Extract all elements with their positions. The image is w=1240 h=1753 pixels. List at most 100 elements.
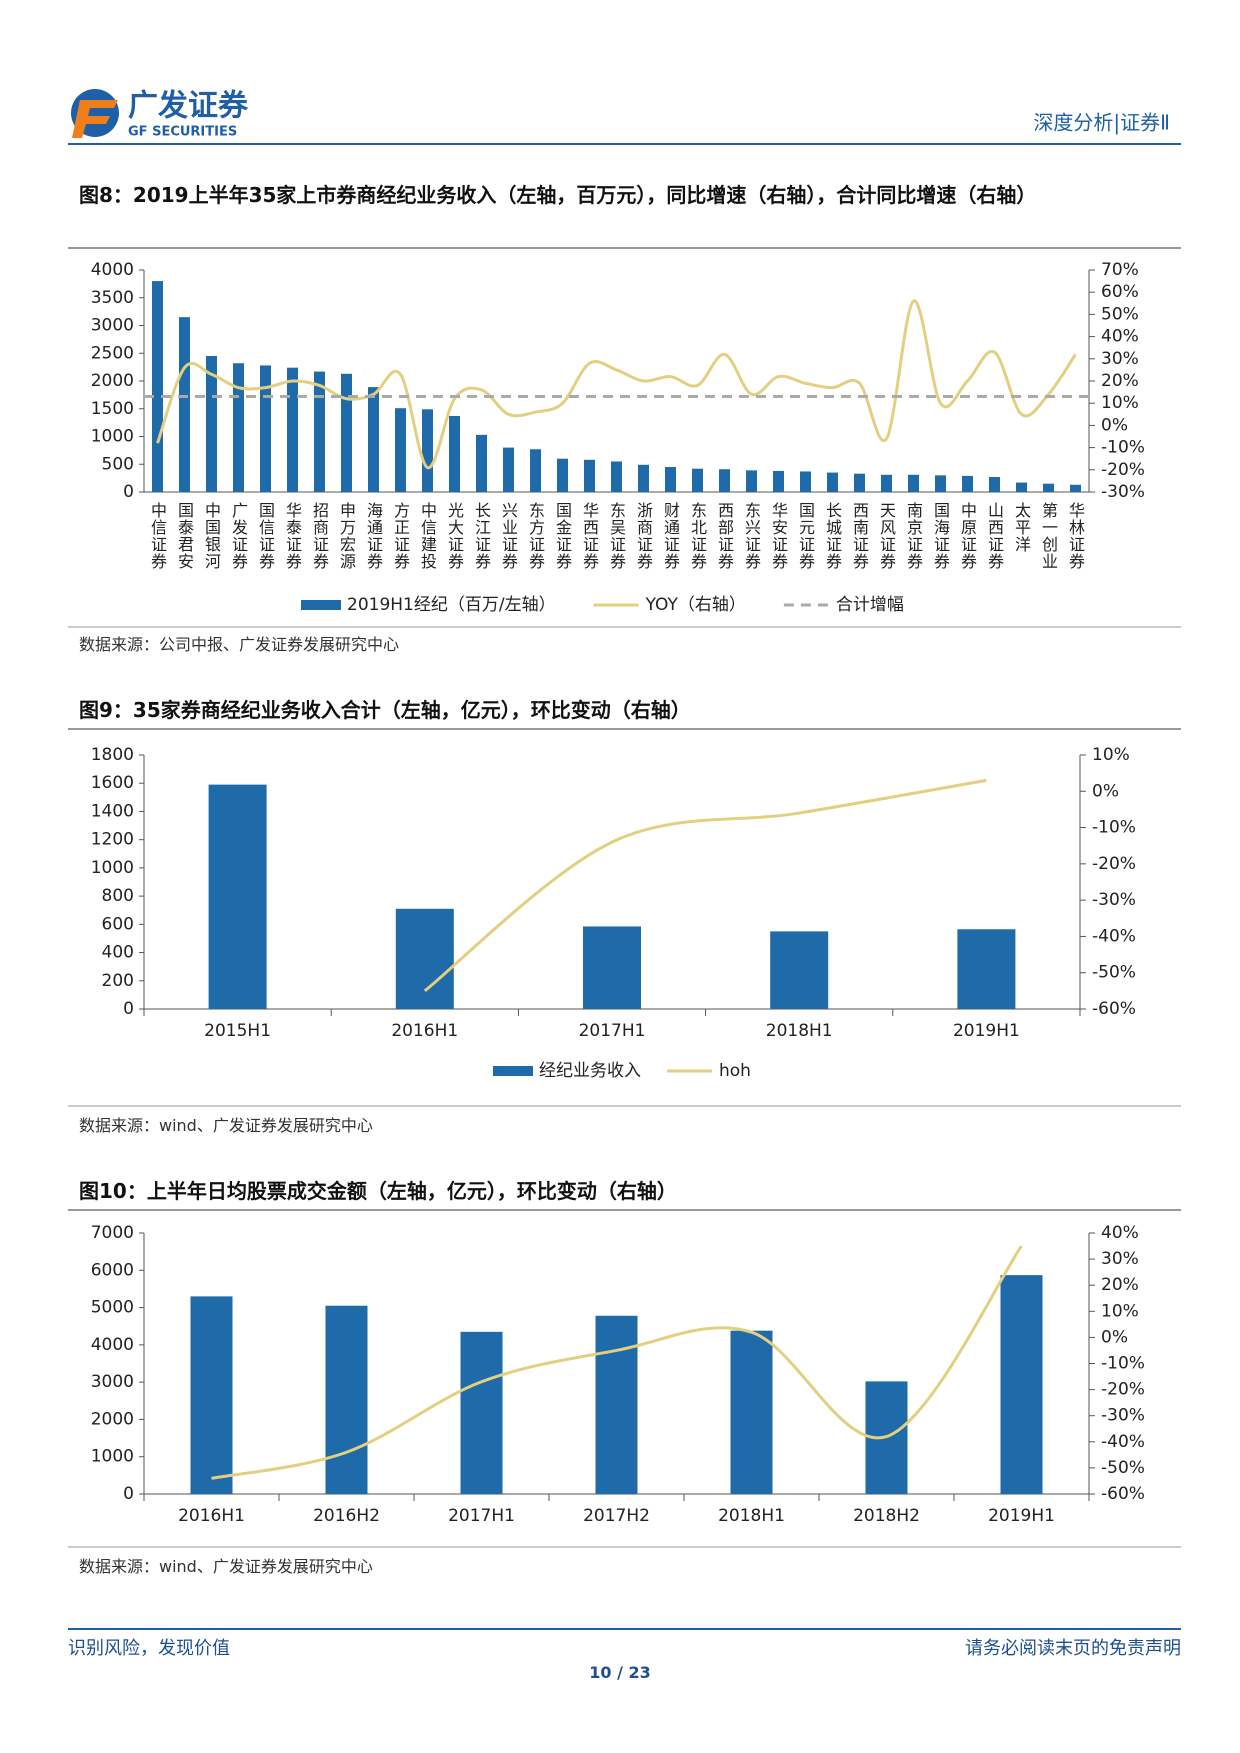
x-tick-label: 国元证券 <box>796 502 815 570</box>
bar <box>476 434 487 492</box>
y2-tick-label: 0% <box>1101 415 1128 435</box>
x-tick-label: 太平洋 <box>1012 502 1031 553</box>
y2-tick-label: 10% <box>1092 745 1130 765</box>
y-tick-label: 0 <box>123 999 134 1019</box>
x-tick-label: 南京证券 <box>904 502 923 570</box>
x-tick-label: 方正证券 <box>391 502 410 570</box>
y-tick-label: 0 <box>123 1484 134 1504</box>
y2-tick-label: -20% <box>1101 460 1145 480</box>
x-tick-label: 第一创业 <box>1039 502 1058 570</box>
line <box>156 299 1077 470</box>
y-tick-label: 1400 <box>91 801 134 821</box>
x-tick-label: 浙商证券 <box>634 502 653 570</box>
x-tick-label: 山西证券 <box>985 502 1004 570</box>
bar <box>1070 484 1081 492</box>
bar <box>460 1331 503 1494</box>
bar <box>962 475 973 492</box>
bar <box>314 371 325 492</box>
x-tick-label: 广发证券 <box>229 502 248 570</box>
legend-label: YOY（右轴） <box>645 595 746 615</box>
y2-tick-label: 70% <box>1101 260 1139 280</box>
x-tick-label: 2016H2 <box>313 1506 380 1526</box>
bar <box>854 473 865 492</box>
x-tick-label: 西南证券 <box>850 502 869 570</box>
bar <box>770 931 829 1009</box>
bar <box>530 449 541 492</box>
bar <box>208 784 267 1009</box>
y2-tick-label: 30% <box>1101 349 1139 369</box>
logo-cn: 广发证券 <box>128 89 249 124</box>
bar <box>881 474 892 492</box>
bar <box>1043 483 1054 492</box>
bar <box>341 373 352 492</box>
x-tick-label: 西部证券 <box>715 502 734 570</box>
bar <box>395 908 454 1009</box>
x-tick-label: 兴业证券 <box>499 502 518 570</box>
source: 数据来源：公司中报、广发证券发展研究中心 <box>79 635 400 654</box>
x-tick-label: 中国银河 <box>202 502 221 570</box>
bar <box>773 470 784 492</box>
y-tick-label: 2000 <box>91 371 134 391</box>
bar <box>1016 482 1027 492</box>
x-tick-label: 2019H1 <box>988 1506 1055 1526</box>
bar <box>395 408 406 492</box>
y-tick-label: 2000 <box>91 1409 134 1429</box>
y2-tick-label: -20% <box>1092 854 1136 874</box>
bar <box>665 467 676 492</box>
y-tick-label: 4000 <box>91 1335 134 1355</box>
legend-label: 2019H1经纪（百万/左轴） <box>347 595 556 615</box>
x-tick-label: 国泰君安 <box>175 502 194 570</box>
y-tick-label: 200 <box>102 971 134 991</box>
footer-left: 识别风险，发现价值 <box>68 1638 230 1659</box>
y-tick-label: 3000 <box>91 1372 134 1392</box>
page-number: 10 / 23 <box>589 1663 651 1682</box>
bar <box>746 470 757 492</box>
x-tick-label: 中原证券 <box>958 502 977 570</box>
y2-tick-label: 40% <box>1101 1223 1139 1243</box>
bar <box>325 1305 368 1494</box>
logo <box>71 89 119 138</box>
y-tick-label: 600 <box>102 914 134 934</box>
y-tick-label: 1800 <box>91 745 134 765</box>
y-tick-label: 5000 <box>91 1298 134 1318</box>
x-tick-label: 招商证券 <box>310 502 329 570</box>
x-tick-label: 东方证券 <box>526 502 545 570</box>
x-tick-label: 东兴证券 <box>742 502 761 570</box>
logo-mark-f <box>72 100 118 138</box>
bar <box>638 464 649 492</box>
bar <box>827 472 838 492</box>
source: 数据来源：wind、广发证券发展研究中心 <box>79 1116 373 1135</box>
y-tick-label: 3500 <box>91 288 134 308</box>
line <box>211 1245 1023 1480</box>
y2-tick-label: 40% <box>1101 327 1139 347</box>
y-tick-label: 1000 <box>91 858 134 878</box>
x-tick-label: 2017H2 <box>583 1506 650 1526</box>
x-tick-label: 2016H1 <box>178 1506 245 1526</box>
y-tick-label: 1600 <box>91 773 134 793</box>
footer-right: 请务必阅读末页的免责声明 <box>965 1638 1181 1659</box>
bar <box>206 356 217 492</box>
bar <box>730 1330 773 1494</box>
y2-tick-label: 30% <box>1101 1249 1139 1269</box>
x-tick-label: 中信建投 <box>418 502 437 570</box>
y-tick-label: 1500 <box>91 399 134 419</box>
source: 数据来源：wind、广发证券发展研究中心 <box>79 1557 373 1576</box>
x-tick-label: 天风证券 <box>877 502 896 570</box>
y-tick-label: 1000 <box>91 427 134 447</box>
y-tick-label: 1200 <box>91 830 134 850</box>
bar <box>935 475 946 492</box>
bar <box>800 471 811 492</box>
y2-tick-label: 0% <box>1101 1327 1128 1347</box>
x-tick-label: 长江证券 <box>472 502 491 570</box>
bar <box>233 363 244 492</box>
x-tick-label: 2018H1 <box>718 1506 785 1526</box>
y2-tick-label: -40% <box>1092 926 1136 946</box>
y-tick-label: 500 <box>102 454 134 474</box>
legend-label: 合计增幅 <box>836 595 904 615</box>
bar <box>583 926 641 1009</box>
y2-tick-label: -10% <box>1101 438 1145 458</box>
bar <box>152 281 163 492</box>
y-tick-label: 400 <box>102 943 134 963</box>
y2-tick-label: -20% <box>1101 1380 1145 1400</box>
